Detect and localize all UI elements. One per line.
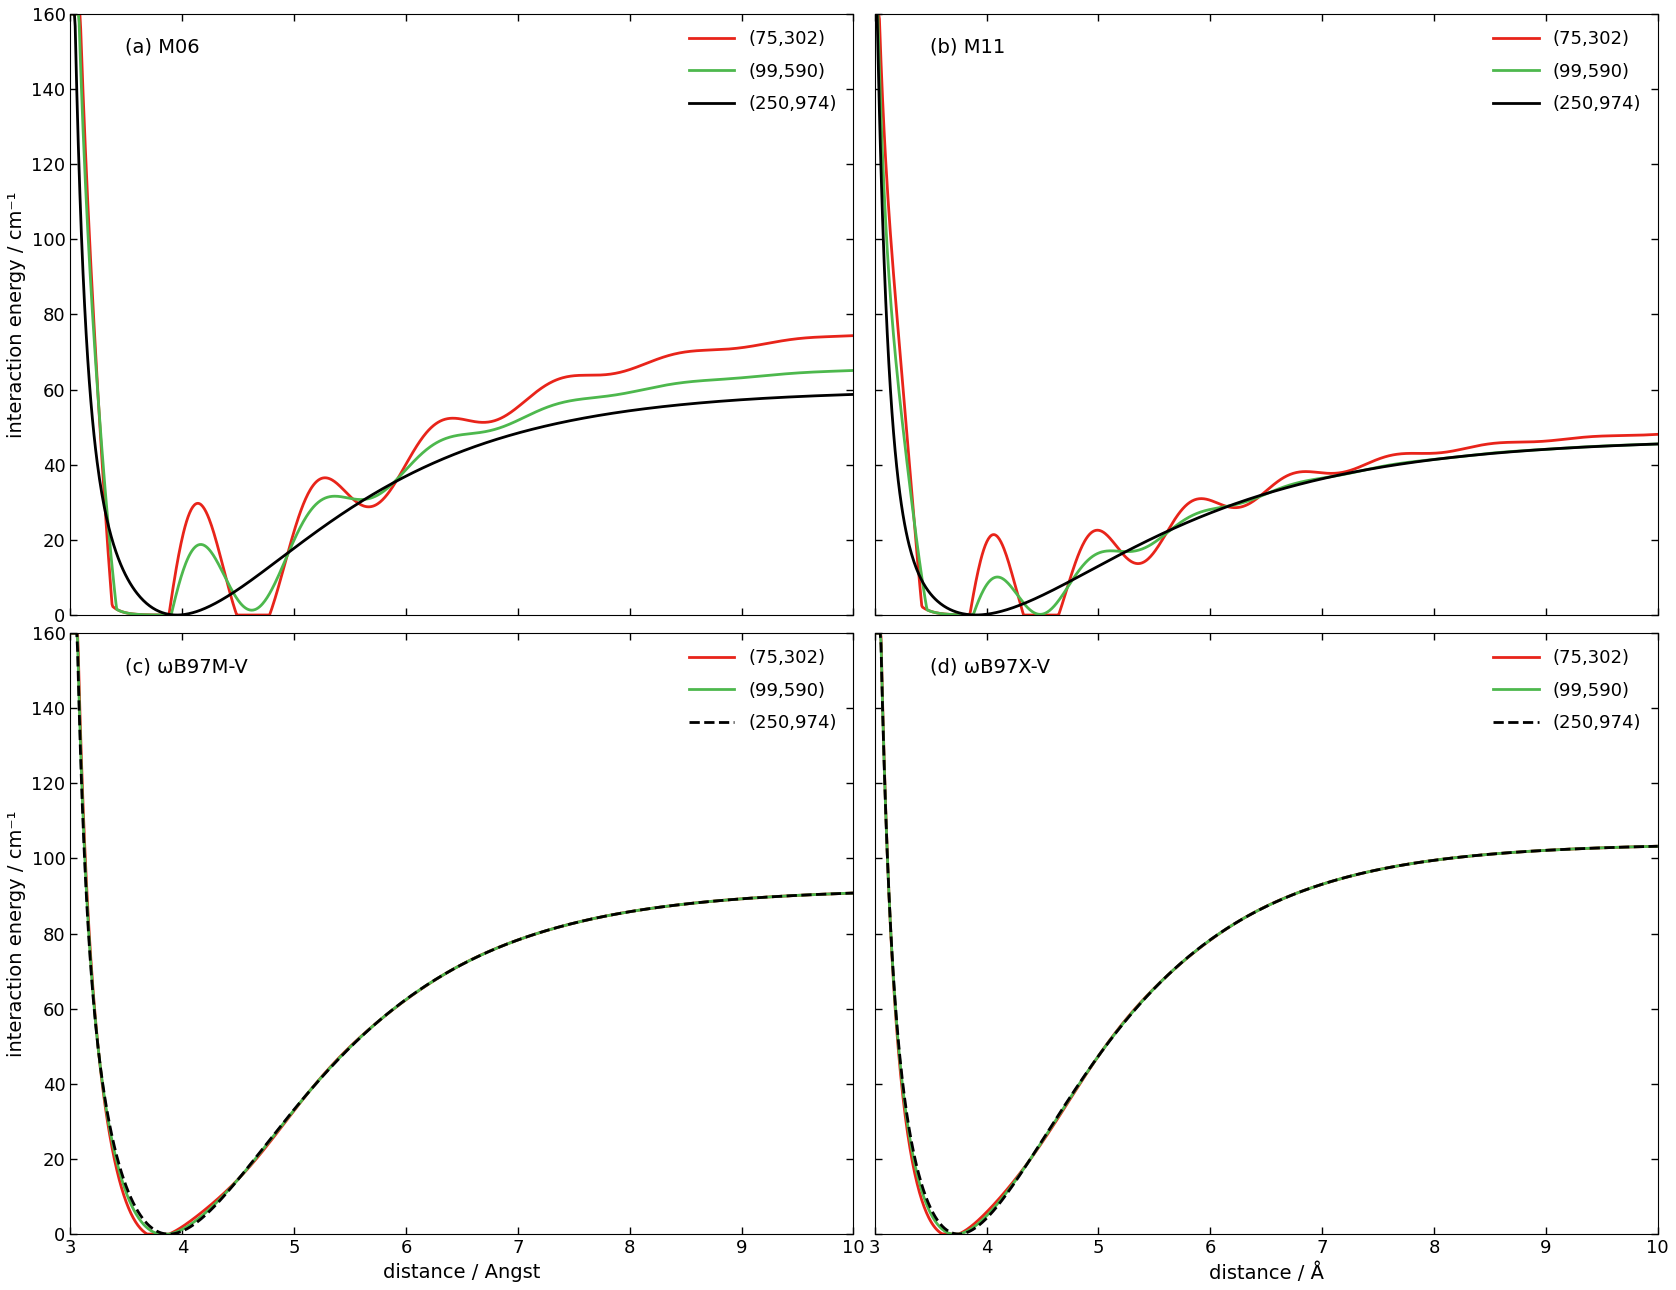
X-axis label: distance / Å: distance / Å: [1208, 1263, 1324, 1284]
Legend: (75,302), (99,590), (250,974): (75,302), (99,590), (250,974): [682, 23, 845, 120]
Legend: (75,302), (99,590), (250,974): (75,302), (99,590), (250,974): [682, 642, 845, 739]
Y-axis label: interaction energy / cm⁻¹: interaction energy / cm⁻¹: [7, 191, 25, 437]
Text: (a) M06: (a) M06: [126, 37, 199, 57]
Text: (d) ωB97X-V: (d) ωB97X-V: [930, 657, 1049, 676]
X-axis label: distance / Angst: distance / Angst: [384, 1263, 541, 1281]
Text: (c) ωB97M-V: (c) ωB97M-V: [126, 657, 248, 676]
Y-axis label: interaction energy / cm⁻¹: interaction energy / cm⁻¹: [7, 810, 25, 1057]
Text: (b) M11: (b) M11: [930, 37, 1006, 57]
Legend: (75,302), (99,590), (250,974): (75,302), (99,590), (250,974): [1487, 23, 1649, 120]
Legend: (75,302), (99,590), (250,974): (75,302), (99,590), (250,974): [1487, 642, 1649, 739]
